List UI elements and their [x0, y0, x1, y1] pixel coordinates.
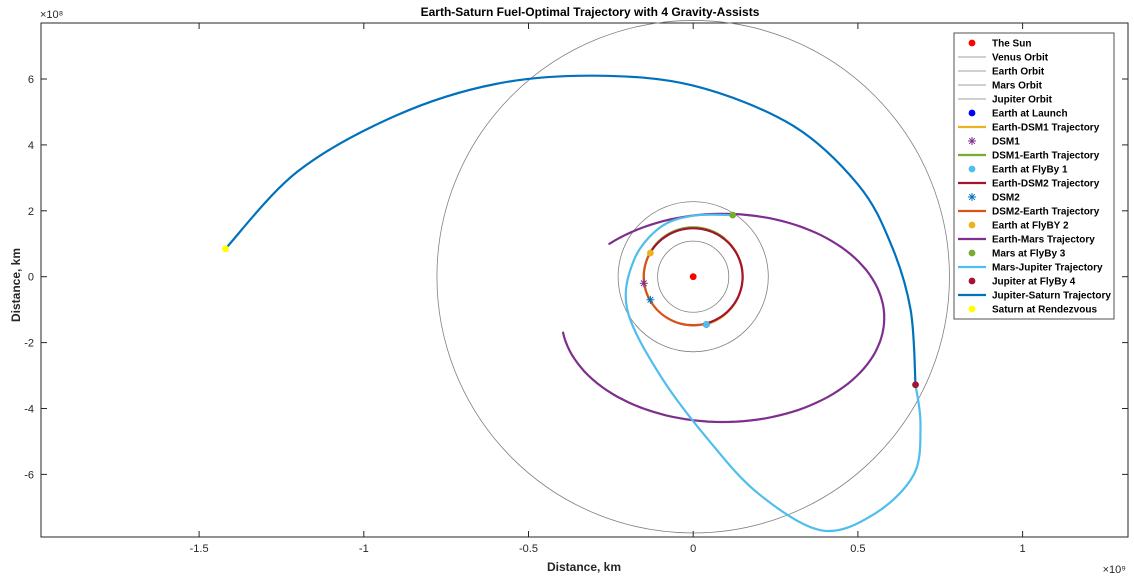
- the-sun-marker: [689, 273, 697, 281]
- x-tick-label: -0.5: [519, 543, 538, 555]
- y-exponent-label: ×10⁸: [40, 9, 63, 21]
- points-layer: [222, 211, 919, 389]
- y-tick-label: 0: [28, 272, 34, 284]
- legend: The Sun Venus Orbit Earth Orbit Mars Orbit J…: [953, 32, 1115, 320]
- trajectories-layer: [224, 74, 922, 533]
- earth-mars-trajectory-line: [562, 212, 886, 424]
- legend-label: Jupiter Orbit: [992, 95, 1053, 106]
- chart-title: Earth-Saturn Fuel-Optimal Trajectory wit…: [421, 5, 760, 19]
- legend-item: Jupiter-Saturn Trajectory: [958, 291, 1111, 302]
- legend-item: Earth-Mars Trajectory: [958, 235, 1095, 246]
- legend-label: Earth-Mars Trajectory: [992, 235, 1095, 246]
- y-tick-label: 6: [28, 74, 34, 86]
- legend-label: Mars Orbit: [992, 81, 1043, 92]
- jupiter-saturn-trajectory-line: [224, 74, 917, 386]
- legend-item: Earth at FlyBy 1: [968, 165, 1068, 176]
- legend-label: The Sun: [992, 39, 1031, 50]
- legend-item: DSM2-Earth Trajectory: [958, 207, 1100, 218]
- legend-item: Earth-DSM1 Trajectory: [958, 123, 1100, 134]
- legend-item: Saturn at Rendezvous: [968, 305, 1097, 316]
- legend-swatch: [968, 221, 976, 229]
- legend-swatch: [968, 249, 976, 257]
- y-tick-label: -6: [24, 469, 34, 481]
- legend-swatch: [968, 109, 976, 117]
- legend-item: Earth Orbit: [958, 67, 1045, 78]
- legend-label: Earth Orbit: [992, 67, 1045, 78]
- legend-item: Mars Orbit: [958, 81, 1043, 92]
- y-axis-label: Distance, km: [9, 248, 23, 322]
- legend-swatch: [968, 305, 976, 313]
- y-tick-label: 4: [28, 140, 34, 152]
- saturn-at-rendezvous-marker: [222, 245, 229, 253]
- legend-item: Earth-DSM2 Trajectory: [958, 179, 1100, 190]
- legend-item: DSM1-Earth Trajectory: [958, 151, 1100, 162]
- x-axis-label: Distance, km: [547, 560, 621, 574]
- legend-box: [953, 32, 1115, 320]
- mars-at-flyby-3-marker: [729, 211, 737, 219]
- legend-item: Earth at FlyBY 2: [968, 221, 1069, 232]
- legend-item: Mars-Jupiter Trajectory: [958, 263, 1103, 274]
- legend-swatch: [968, 193, 976, 201]
- legend-label: Mars-Jupiter Trajectory: [992, 263, 1103, 274]
- legend-swatch: [968, 39, 976, 47]
- legend-item: Venus Orbit: [958, 53, 1049, 64]
- legend-label: Jupiter-Saturn Trajectory: [992, 291, 1111, 302]
- legend-label: Earth-DSM1 Trajectory: [992, 123, 1100, 134]
- legend-label: DSM1: [992, 137, 1020, 148]
- x-tick-label: -1: [359, 543, 369, 555]
- legend-item: Jupiter Orbit: [958, 95, 1053, 106]
- legend-item: DSM2: [968, 193, 1020, 204]
- venus-orbit-line: [657, 240, 730, 313]
- x-tick-label: -1.5: [190, 543, 209, 555]
- x-tick-label: 0.5: [850, 543, 865, 555]
- legend-swatch: [968, 137, 976, 145]
- mars-jupiter-trajectory-line: [624, 213, 922, 533]
- legend-swatch: [968, 277, 976, 285]
- earth-at-flyby-2-marker: [646, 249, 654, 257]
- y-tick-label: -2: [24, 338, 34, 350]
- legend-label: DSM2: [992, 193, 1020, 204]
- plot-area: [40, 22, 1129, 538]
- legend-label: Earth-DSM2 Trajectory: [992, 179, 1100, 190]
- x-tick-label: 0: [690, 543, 696, 555]
- ticks-layer: -1.5 -1 -0.5 0 0.5 1 -6 -4 -2 0 2 4 6: [24, 23, 1128, 555]
- legend-label: DSM1-Earth Trajectory: [992, 151, 1100, 162]
- legend-label: DSM2-Earth Trajectory: [992, 207, 1100, 218]
- legend-item: Jupiter at FlyBy 4: [968, 277, 1076, 288]
- x-exponent-label: ×10⁹: [1103, 564, 1126, 576]
- y-tick-label: -4: [24, 404, 34, 416]
- legend-label: Earth at FlyBy 1: [992, 165, 1068, 176]
- x-tick-label: 1: [1020, 543, 1026, 555]
- legend-label: Jupiter at FlyBy 4: [992, 277, 1076, 288]
- jupiter-at-flyby-4-marker: [912, 381, 919, 389]
- dsm2-earth-trajectory-line: [642, 250, 705, 327]
- legend-item: Mars at FlyBy 3: [968, 249, 1066, 260]
- earth-at-flyby-1-marker: [702, 321, 710, 328]
- legend-label: Mars at FlyBy 3: [992, 249, 1066, 260]
- legend-label: Venus Orbit: [992, 53, 1049, 64]
- legend-label: Saturn at Rendezvous: [992, 305, 1097, 316]
- legend-item: The Sun: [968, 39, 1031, 50]
- legend-item: DSM1: [968, 137, 1020, 148]
- dsm2-marker: [646, 295, 655, 304]
- mars-orbit-line: [617, 201, 769, 353]
- legend-item: Earth at Launch: [968, 109, 1068, 120]
- earth-dsm2-trajectory-line: [649, 227, 744, 326]
- legend-swatch: [968, 165, 976, 173]
- dsm1-marker: [639, 279, 648, 288]
- legend-label: Earth at FlyBY 2: [992, 221, 1069, 232]
- y-tick-label: 2: [28, 206, 34, 218]
- legend-label: Earth at Launch: [992, 109, 1068, 120]
